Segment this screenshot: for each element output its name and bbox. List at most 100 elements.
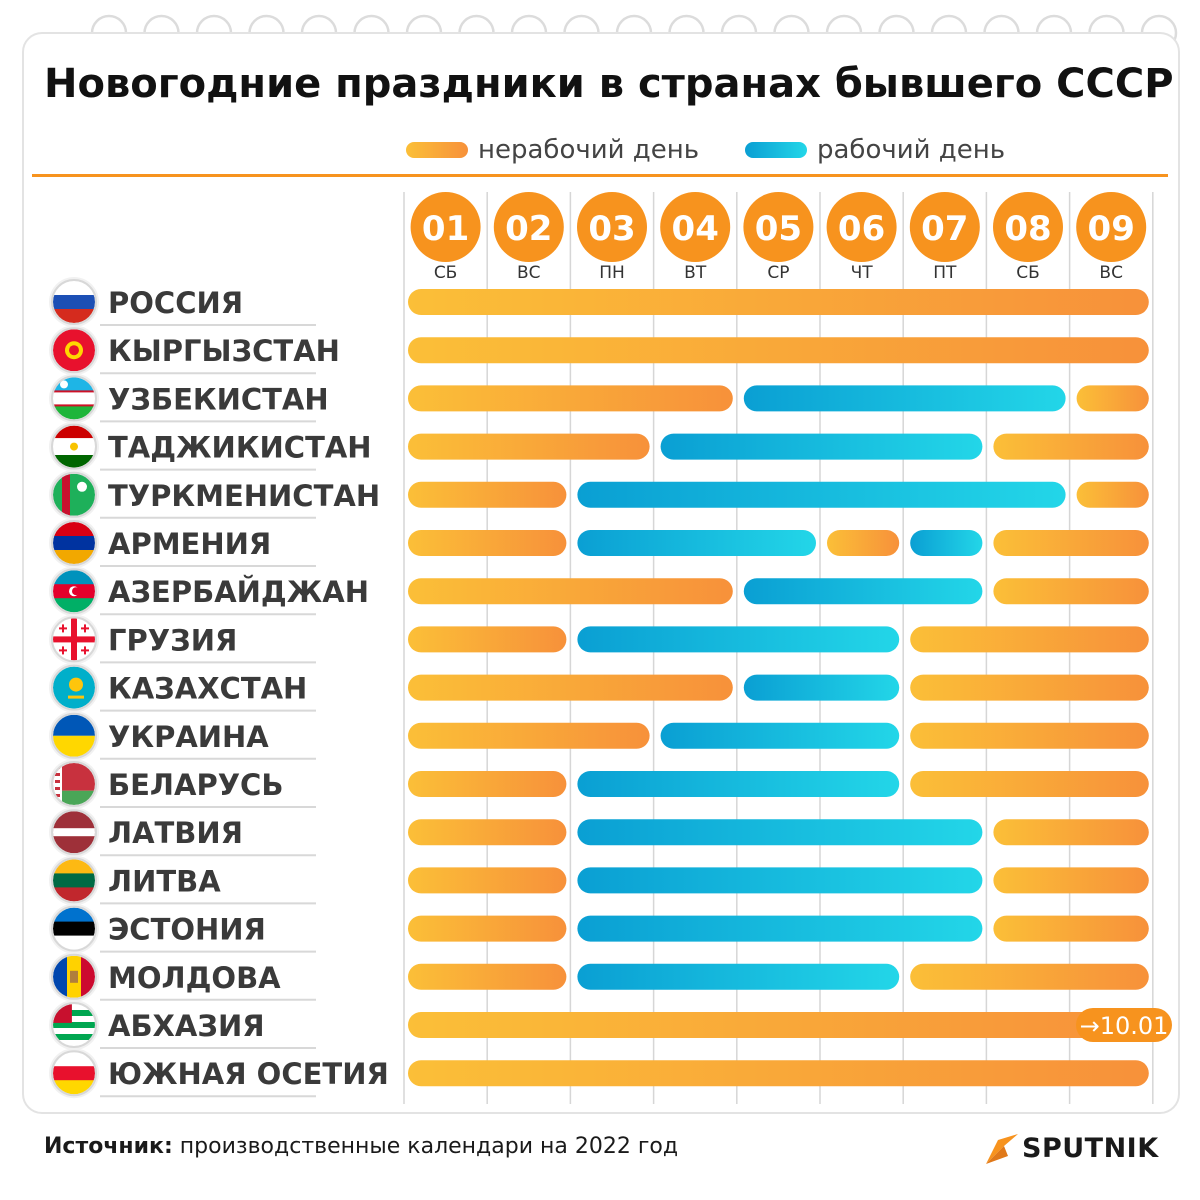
nonworking-bar	[408, 289, 1149, 315]
day-number: 09	[1088, 209, 1135, 249]
legend-working-label: рабочий день	[817, 135, 1006, 165]
day-number: 07	[921, 209, 968, 249]
working-bar	[577, 963, 900, 990]
working-bar	[743, 385, 1066, 412]
country-name: АБХАЗИЯ	[108, 1009, 265, 1043]
country-name: КЫРГЫЗСТАН	[108, 334, 340, 368]
moldova-flag-icon	[51, 953, 97, 1000]
country-row: УЗБЕКИСТАН	[49, 373, 1149, 424]
nonworking-bar	[408, 674, 733, 701]
country-row: КАЗАХСТАН	[49, 662, 1149, 713]
nonworking-bar	[910, 963, 1149, 990]
nonworking-bar	[910, 626, 1149, 653]
tajikistan-flag-icon	[51, 423, 97, 470]
country-name: ТАДЖИКИСТАН	[108, 431, 372, 465]
working-bar	[577, 771, 900, 797]
brand-name: SPUTNIK	[1022, 1132, 1159, 1164]
country-name: УЗБЕКИСТАН	[108, 382, 329, 416]
working-bar	[743, 674, 900, 701]
source-text: производственные календари на 2022 год	[179, 1134, 679, 1159]
day-badge	[909, 192, 980, 262]
working-bar	[910, 530, 983, 556]
country-name: ЛАТВИЯ	[108, 816, 243, 850]
nonworking-bar	[993, 578, 1149, 605]
extension-label: →10.01	[1080, 1012, 1169, 1040]
working-bar	[660, 722, 900, 749]
day-number: 03	[588, 209, 635, 249]
russia-flag-icon	[51, 279, 97, 325]
day-of-week: СР	[767, 263, 789, 283]
country-row: ТАДЖИКИСТАН	[49, 421, 1149, 472]
source-label: Источник:	[44, 1134, 173, 1159]
legend-working-swatch	[745, 142, 807, 158]
sputnik-logo: SPUTNIK	[984, 1130, 1159, 1166]
sputnik-star-icon	[986, 1134, 1018, 1164]
uzbekistan-flag-icon	[51, 375, 97, 422]
day-number: 08	[1004, 209, 1051, 249]
country-row: УКРАИНА	[49, 710, 1149, 761]
working-bar	[577, 915, 983, 942]
day-badge	[577, 192, 647, 262]
day-of-week: ПН	[599, 263, 625, 283]
nonworking-bar	[408, 771, 567, 797]
working-bar	[660, 433, 983, 460]
day-of-week: СБ	[1016, 263, 1040, 283]
nonworking-bar	[408, 963, 567, 990]
estonia-flag-icon	[51, 905, 97, 952]
legend-nonworking: нерабочий день	[406, 133, 699, 167]
armenia-flag-icon	[51, 520, 97, 566]
day-of-week: ПТ	[933, 263, 957, 283]
country-row: КЫРГЫЗСТАН	[49, 325, 1149, 376]
day-of-week: СБ	[434, 263, 458, 283]
day-badge	[826, 192, 897, 262]
nonworking-bar	[1076, 481, 1149, 508]
day-number: 04	[672, 209, 719, 249]
country-row: АЗЕРБАЙДЖАН	[49, 566, 1149, 617]
azerbaijan-flag-icon	[51, 568, 97, 615]
country-name: МОЛДОВА	[108, 961, 281, 995]
nonworking-bar	[910, 722, 1149, 749]
nonworking-bar	[993, 530, 1149, 556]
day-of-week: ВС	[1099, 263, 1123, 283]
working-bar	[577, 530, 816, 556]
country-row: ЮЖНАЯ ОСЕТИЯ	[49, 1048, 1149, 1099]
day-badge	[660, 192, 731, 262]
page-title: Новогодние праздники в странах бывшего С…	[44, 61, 1174, 107]
country-row: РОССИЯ	[49, 277, 1149, 327]
nonworking-bar	[408, 867, 567, 894]
nonworking-bar	[993, 433, 1149, 460]
nonworking-bar	[827, 530, 900, 556]
country-row: АРМЕНИЯ	[49, 518, 1149, 568]
ukraine-flag-icon	[51, 712, 97, 759]
extension-badge	[1076, 1008, 1172, 1042]
country-name: БЕЛАРУСЬ	[108, 768, 283, 802]
nonworking-bar	[408, 722, 650, 749]
holiday-calendar-chart: 01 СБ 02 ВС 03 ПН 04 ВТ 05 СР 06 ЧТ 07 ПТ 08 СБ 09 ВС РОСС…	[49, 192, 1172, 1104]
nonworking-bar	[1076, 385, 1149, 412]
day-badge	[743, 192, 814, 262]
working-bar	[743, 578, 983, 605]
nonworking-bar	[993, 915, 1149, 942]
country-row: ЭСТОНИЯ	[49, 903, 1149, 954]
day-badge	[493, 192, 564, 262]
day-of-week: ЧТ	[851, 263, 874, 283]
working-bar	[577, 819, 983, 846]
nonworking-bar	[910, 771, 1149, 797]
lithuania-flag-icon	[51, 857, 97, 904]
nonworking-bar	[408, 819, 567, 846]
day-of-week: ВС	[517, 263, 541, 283]
turkmenistan-flag-icon	[51, 471, 97, 518]
country-row: БЕЛАРУСЬ	[49, 759, 1149, 809]
georgia-flag-icon	[51, 616, 97, 663]
day-number: 01	[422, 209, 469, 249]
country-name: КАЗАХСТАН	[108, 672, 307, 706]
country-name: ТУРКМЕНИСТАН	[108, 479, 380, 513]
legend-nonworking-swatch	[406, 142, 468, 158]
nonworking-bar	[993, 867, 1149, 894]
working-bar	[577, 481, 1066, 508]
source-note: Источник: производственные календари на …	[44, 1134, 678, 1159]
nonworking-bar	[408, 1060, 1149, 1087]
country-row: ГРУЗИЯ	[49, 614, 1149, 665]
country-name: ЭСТОНИЯ	[108, 913, 266, 947]
south-ossetia-flag-icon	[51, 1050, 97, 1097]
